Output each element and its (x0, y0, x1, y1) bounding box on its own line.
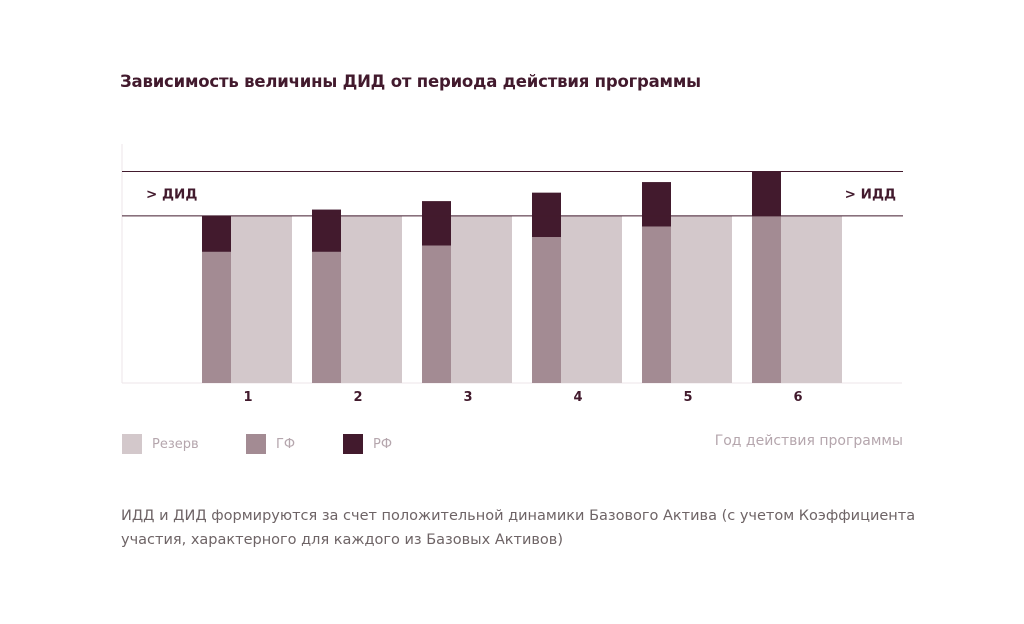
reference-lines-group: > ДИД > ИДД (122, 170, 903, 217)
bar-gf-1 (202, 251, 231, 383)
bars-group (202, 171, 842, 383)
footnote: ИДД и ДИД формируются за счет положитель… (121, 504, 916, 552)
legend-label-rf: РФ (373, 436, 393, 452)
bar-gf-2 (312, 251, 341, 383)
legend-swatch-rf (343, 434, 363, 454)
bar-rf-2 (312, 209, 341, 252)
bar-rf-4 (532, 192, 561, 238)
x-tick-label-1: 1 (243, 390, 252, 405)
bar-reserve-1 (231, 215, 292, 383)
bar-reserve-4 (561, 215, 622, 383)
bar-rf-5 (642, 182, 671, 227)
legend-label-gf: ГФ (276, 436, 296, 452)
bar-reserve-2 (341, 215, 402, 383)
bar-rf-6 (752, 171, 781, 216)
bar-gf-5 (642, 226, 671, 383)
footnote-line-1: ИДД и ДИД формируются за счет положитель… (121, 508, 916, 524)
reference-label-2: > ИДД (845, 187, 896, 203)
x-tick-label-2: 2 (353, 390, 362, 405)
reference-label-1: > ДИД (146, 187, 197, 203)
bar-gf-4 (532, 237, 561, 383)
x-tick-label-6: 6 (793, 390, 802, 405)
legend-swatch-reserve (122, 434, 142, 454)
x-tick-label-4: 4 (573, 390, 582, 405)
x-tick-label-3: 3 (463, 390, 472, 405)
bar-reserve-3 (451, 215, 512, 383)
legend-swatch-gf (246, 434, 266, 454)
legend-item-rf: РФ (343, 433, 392, 455)
legend-item-reserve: Резерв (122, 433, 199, 455)
legend-item-gf: ГФ (246, 433, 295, 455)
bar-rf-3 (422, 201, 451, 246)
x-axis-title: Год действия программы (714, 433, 903, 449)
x-tick-label-5: 5 (683, 390, 692, 405)
footnote-line-2: участия, характерного для каждого из Баз… (121, 532, 563, 548)
bar-reserve-6 (781, 215, 842, 383)
bar-gf-3 (422, 245, 451, 383)
bar-rf-1 (202, 215, 231, 252)
legend-label-reserve: Резерв (152, 436, 199, 452)
bar-gf-6 (752, 215, 781, 383)
chart-title: Зависимость величины ДИД от периода дейс… (120, 72, 701, 91)
x-tick-labels: 1 2 3 4 5 6 (243, 390, 802, 405)
bar-reserve-5 (671, 215, 732, 383)
